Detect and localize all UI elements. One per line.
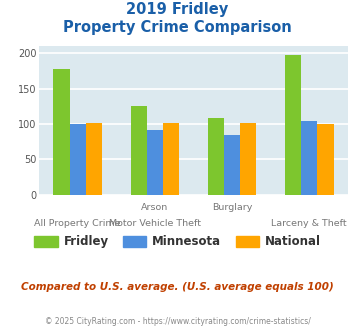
- Bar: [53, 69, 70, 195]
- Bar: [70, 124, 86, 195]
- Bar: [86, 123, 102, 195]
- Text: Compared to U.S. average. (U.S. average equals 100): Compared to U.S. average. (U.S. average …: [21, 282, 334, 292]
- Legend: Fridley, Minnesota, National: Fridley, Minnesota, National: [29, 231, 326, 253]
- Bar: [240, 123, 256, 195]
- Text: 2019 Fridley: 2019 Fridley: [126, 2, 229, 16]
- Text: All Property Crime: All Property Crime: [34, 219, 121, 228]
- Bar: [224, 135, 240, 195]
- Text: Larceny & Theft: Larceny & Theft: [272, 219, 347, 228]
- Bar: [285, 55, 301, 195]
- Text: Property Crime Comparison: Property Crime Comparison: [63, 20, 292, 35]
- Text: Motor Vehicle Theft: Motor Vehicle Theft: [109, 219, 201, 228]
- Bar: [147, 130, 163, 195]
- Text: © 2025 CityRating.com - https://www.cityrating.com/crime-statistics/: © 2025 CityRating.com - https://www.city…: [45, 317, 310, 326]
- Bar: [131, 106, 147, 195]
- Bar: [208, 117, 224, 195]
- Text: Arson: Arson: [141, 203, 169, 212]
- Bar: [163, 123, 179, 195]
- Text: Burglary: Burglary: [212, 203, 252, 212]
- Bar: [301, 121, 317, 195]
- Bar: [317, 124, 334, 195]
